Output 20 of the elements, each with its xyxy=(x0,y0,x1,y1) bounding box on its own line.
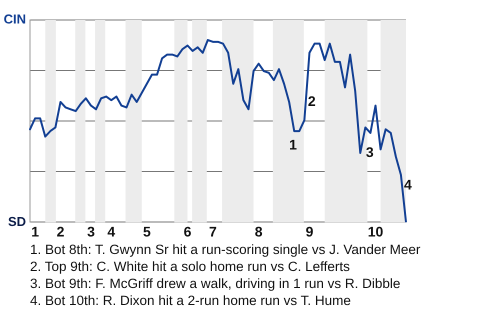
x-tick-label: 4 xyxy=(107,223,116,240)
annotation: 2 xyxy=(308,92,316,109)
text: 4. Bot 10th: R. Dixon hit a 2-run home run vs T. Hume xyxy=(30,292,352,309)
x-tick-label: 1 xyxy=(31,223,40,240)
text: 2. Top 9th: C. White hit a solo home run vs C. Lefferts xyxy=(30,258,351,275)
text: 1. Bot 8th: T. Gwynn Sr hit a run-scoring single vs J. Vander Meer xyxy=(30,241,420,258)
x-tick-label: 7 xyxy=(209,223,218,240)
x-tick-label: 5 xyxy=(142,223,151,240)
x-tick-label: 2 xyxy=(56,223,65,240)
x-tick-label: 3 xyxy=(87,223,96,240)
x-tick-label: 8 xyxy=(254,223,263,240)
text: SD xyxy=(8,214,26,229)
annotation: 1 xyxy=(289,136,298,153)
x-tick-label: 10 xyxy=(368,223,384,240)
text: CIN xyxy=(4,12,26,27)
annotation: 4 xyxy=(404,176,412,193)
x-tick-label: 9 xyxy=(306,223,314,240)
annotation: 3 xyxy=(366,144,374,160)
text: 3. Bot 9th: F. McGriff drew a walk, driving in 1 run vs R. Dibble xyxy=(30,275,402,292)
x-tick-label: 6 xyxy=(184,223,192,240)
